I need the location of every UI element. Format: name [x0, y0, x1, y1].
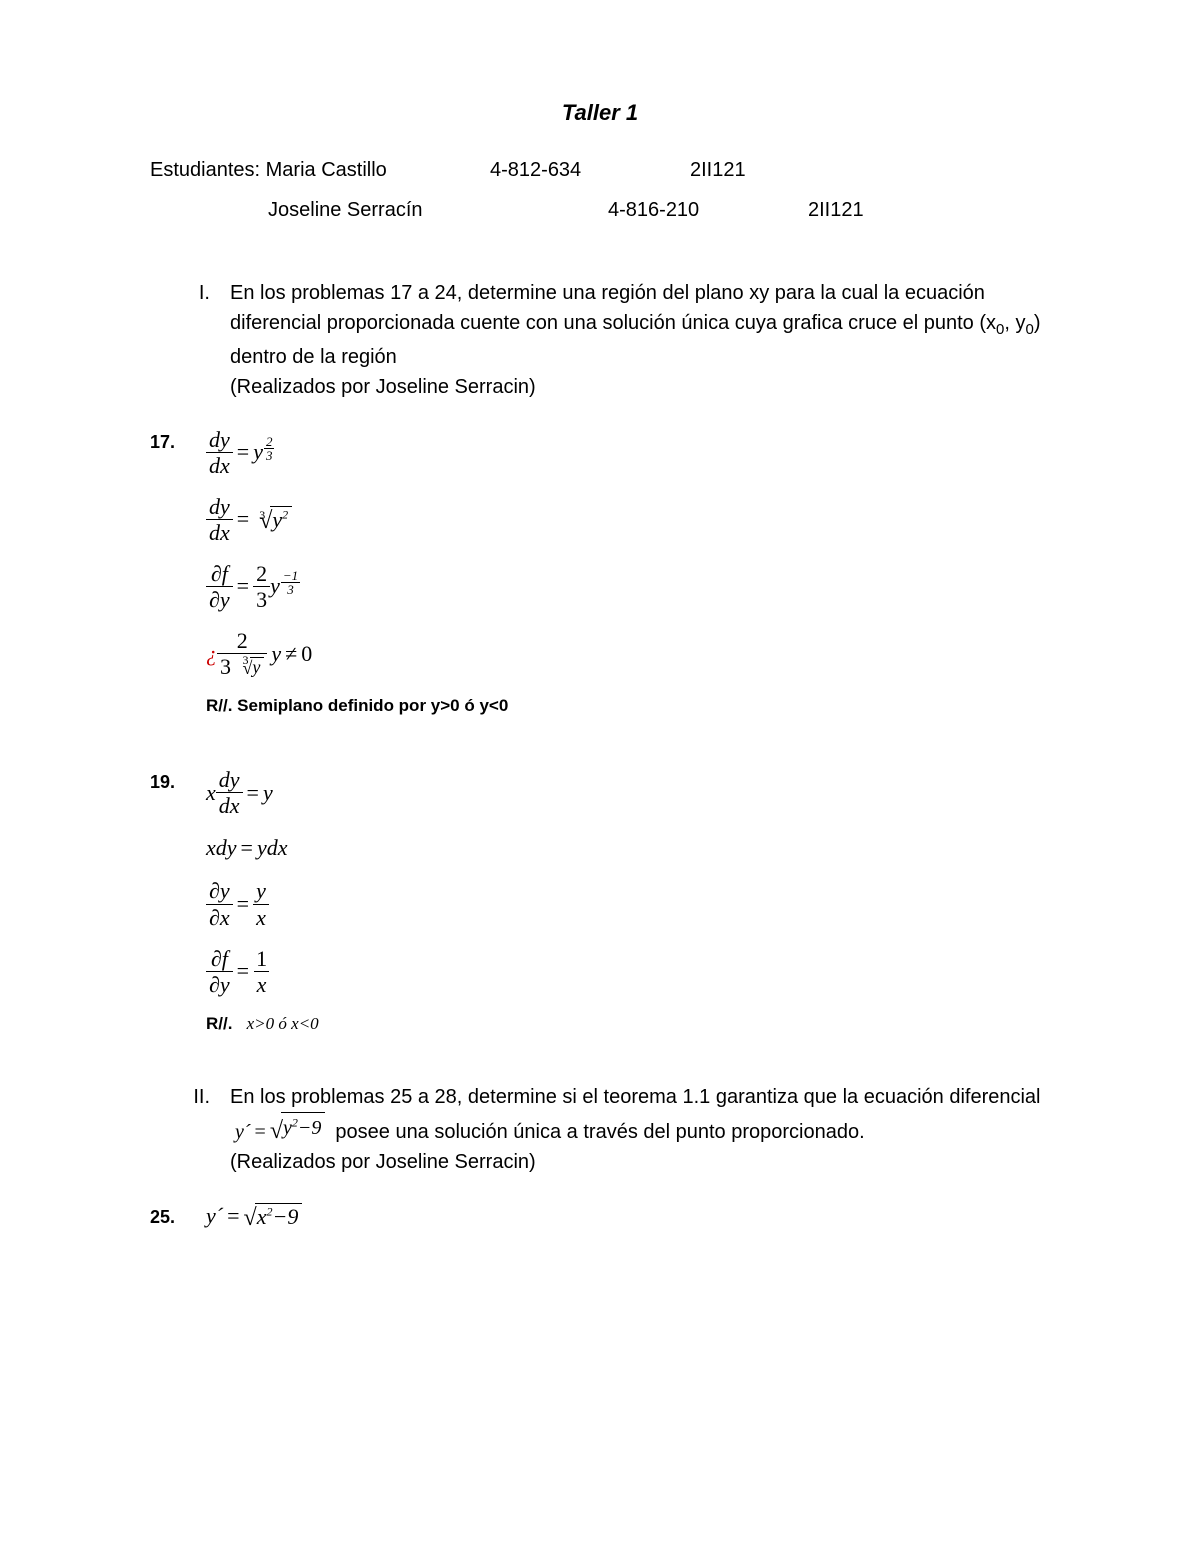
section-body: En los problemas 17 a 24, determine una … — [230, 278, 1050, 402]
problem-number: 19. — [150, 762, 206, 793]
student-row: Joseline Serracín 4-816-210 2II121 — [150, 190, 1050, 230]
document-page: Taller 1 Estudiantes: Maria Castillo 4-8… — [0, 0, 1200, 1553]
equation: y´ = √ x2−9 — [206, 1203, 1050, 1230]
answer: R//. Semiplano definido por y>0 ó y<0 — [206, 696, 1050, 716]
problem-25: 25. y´ = √ x2−9 — [150, 1197, 1050, 1248]
student-row: Estudiantes: Maria Castillo 4-812-634 2I… — [150, 150, 1050, 190]
student-group: 2II121 — [808, 190, 928, 230]
inline-equation: y´=√y2−9 — [230, 1121, 335, 1143]
roman-numeral: I. — [150, 278, 230, 402]
section-text: En los problemas 17 a 24, determine una … — [230, 282, 996, 334]
problem-19: 19. x dy dx = y xdy = ydx ∂y ∂x — [150, 762, 1050, 1034]
student-id: 4-816-210 — [608, 190, 808, 230]
problem-17: 17. dy dx = y 2 3 dy dx = — [150, 422, 1050, 717]
equation: xdy = ydx — [206, 835, 1050, 861]
equation: dy dx = y 2 3 — [206, 428, 1050, 477]
imaginary-i: ¿ — [206, 641, 217, 667]
section-body: En los problemas 25 a 28, determine si e… — [230, 1082, 1050, 1177]
problem-number: 17. — [150, 422, 206, 453]
problem-work: dy dx = y 2 3 dy dx = 3 √ y — [206, 422, 1050, 717]
page-title: Taller 1 — [150, 100, 1050, 126]
equation: dy dx = 3 √ y2 — [206, 495, 1050, 544]
student-group: 2II121 — [690, 150, 810, 190]
equation: ∂y ∂x = y x — [206, 879, 1050, 928]
answer: R//. x>0 ó x<0 — [206, 1014, 1050, 1034]
equation: ∂f ∂y = 1 x — [206, 947, 1050, 996]
students-block: Estudiantes: Maria Castillo 4-812-634 2I… — [150, 150, 1050, 230]
section-text: En los problemas 25 a 28, determine si e… — [230, 1086, 1040, 1108]
students-label: Estudiantes: Maria Castillo — [150, 150, 490, 190]
problem-work: y´ = √ x2−9 — [206, 1197, 1050, 1248]
equation: ¿ 2 3 3 √ y y ≠ 0 — [206, 629, 1050, 678]
section-credit: (Realizados por Joseline Serracin) — [230, 1151, 536, 1173]
problem-work: x dy dx = y xdy = ydx ∂y ∂x = — [206, 762, 1050, 1034]
equation: ∂f ∂y = 2 3 y −1 3 — [206, 562, 1050, 611]
section-2: II. En los problemas 25 a 28, determine … — [150, 1082, 1050, 1177]
student-name: Joseline Serracín — [150, 190, 608, 230]
roman-numeral: II. — [150, 1082, 230, 1177]
student-id: 4-812-634 — [490, 150, 690, 190]
equation: x dy dx = y — [206, 768, 1050, 817]
problem-number: 25. — [150, 1197, 206, 1228]
section-credit: (Realizados por Joseline Serracin) — [230, 376, 536, 398]
section-1: I. En los problemas 17 a 24, determine u… — [150, 278, 1050, 402]
